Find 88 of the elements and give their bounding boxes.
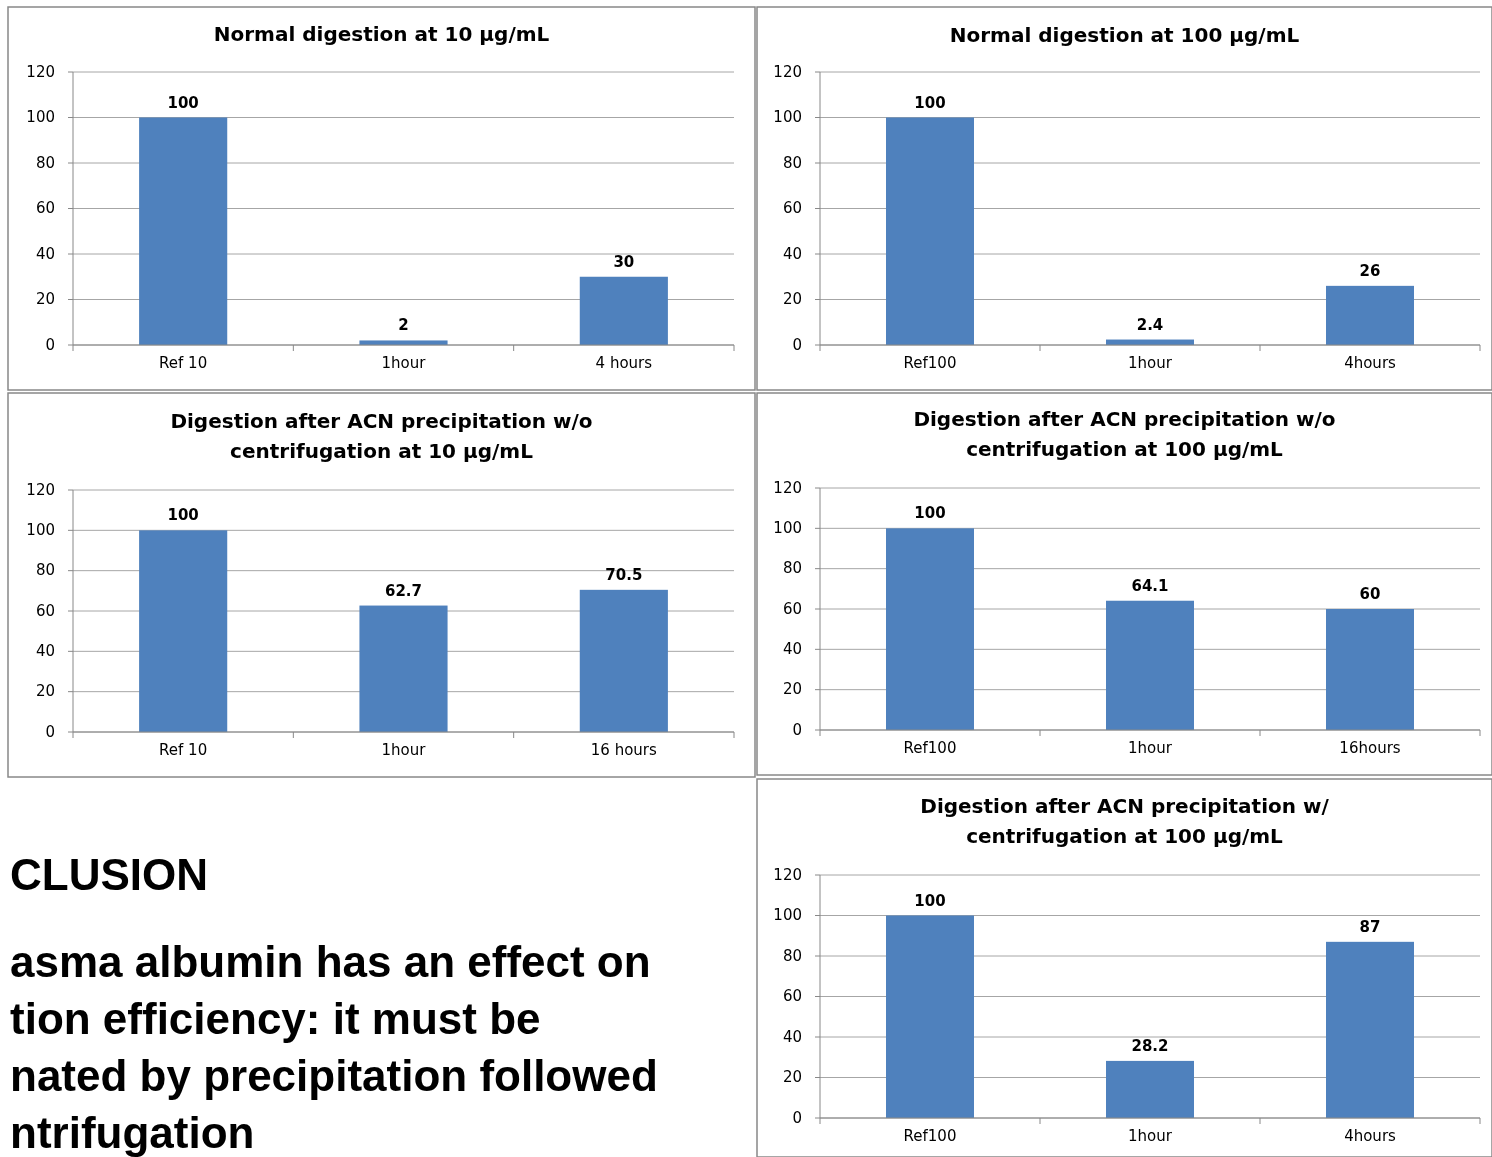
y-tick-label: 60 <box>782 199 802 217</box>
y-tick-label: 0 <box>792 335 802 354</box>
chart-title: Normal digestion at 100 µg/mL <box>949 22 1300 47</box>
x-tick-label: 16 hours <box>590 741 658 759</box>
x-tick-label: 4hours <box>1344 1127 1397 1145</box>
data-label: 100 <box>914 93 946 112</box>
text: tion efficiency: it must be <box>10 993 541 1043</box>
chart-title: Digestion after ACN precipitation w/ centrifugation at 100 µg/mL <box>920 793 1330 848</box>
data-label: 100 <box>914 891 946 910</box>
chart-title: Normal digestion at 10 µg/mL <box>213 21 550 46</box>
bar <box>1326 285 1414 345</box>
y-tick-label: 100 <box>773 518 802 537</box>
x-tick-label: 16hours <box>1339 739 1401 757</box>
y-tick-label: 60 <box>35 601 55 620</box>
bar <box>886 528 974 730</box>
data-label: 2.4 <box>1136 315 1164 334</box>
y-tick-label: 40 <box>35 641 55 660</box>
x-tick-label: Ref100 <box>903 739 957 757</box>
y-tick-label: 100 <box>26 108 55 126</box>
y-tick-label: 80 <box>782 559 802 578</box>
text: CLUSION <box>10 849 208 899</box>
y-tick-label: 120 <box>773 62 802 81</box>
text: nated by precipitation followed <box>10 1050 658 1100</box>
bar <box>579 276 668 345</box>
x-tick-label: 4hours <box>1344 354 1397 372</box>
y-tick-label: 20 <box>782 290 802 308</box>
x-tick-label: 1hour <box>1128 354 1173 372</box>
y-tick-label: 100 <box>773 108 802 126</box>
data-label: 30 <box>613 252 635 271</box>
data-label: 62.7 <box>384 581 423 600</box>
y-tick-label: 120 <box>26 62 55 81</box>
x-tick-label: 1hour <box>381 741 427 759</box>
y-tick-label: 20 <box>35 682 55 701</box>
y-tick-label: 80 <box>782 946 802 965</box>
data-label: 100 <box>914 504 946 523</box>
y-tick-label: 80 <box>35 153 55 172</box>
bar <box>359 605 448 732</box>
bar <box>1106 1060 1194 1119</box>
y-tick-label: 120 <box>26 480 55 499</box>
bar <box>139 117 228 345</box>
y-tick-label: 80 <box>782 153 802 172</box>
y-tick-label: 120 <box>773 865 802 884</box>
bar <box>886 117 974 345</box>
data-label: 100 <box>167 93 199 112</box>
y-tick-label: 0 <box>45 335 55 354</box>
y-tick-label: 0 <box>792 1108 802 1127</box>
data-label: 28.2 <box>1131 1036 1169 1055</box>
y-tick-label: 100 <box>26 520 55 539</box>
chart-title: Digestion after ACN precipitation w/o centrifugation at 100 µg/mL <box>913 406 1336 461</box>
data-label: 2 <box>398 316 409 335</box>
data-label: 64.1 <box>1131 576 1169 595</box>
y-tick-label: 60 <box>782 599 802 618</box>
y-tick-label: 80 <box>35 561 55 580</box>
data-label: 70.5 <box>605 565 643 584</box>
x-tick-label: 1hour <box>381 354 427 372</box>
y-tick-label: 40 <box>782 639 802 658</box>
bar <box>139 530 228 732</box>
bar <box>886 915 974 1118</box>
bar <box>1326 941 1414 1118</box>
chart-title: Digestion after ACN precipitation w/o centrifugation at 10 µg/mL <box>170 408 593 463</box>
y-tick-label: 40 <box>782 244 802 263</box>
data-label: 60 <box>1359 585 1381 603</box>
x-tick-label: 1hour <box>1128 1127 1173 1145</box>
y-tick-label: 100 <box>773 906 802 924</box>
x-tick-label: Ref100 <box>903 1127 957 1145</box>
y-tick-label: 40 <box>35 244 55 263</box>
data-label: 100 <box>167 506 199 525</box>
y-tick-label: 120 <box>773 478 802 497</box>
y-tick-label: 20 <box>782 680 802 699</box>
text: ntrifugation <box>10 1107 255 1157</box>
text: asma albumin has an effect on <box>10 936 651 986</box>
x-tick-label: 4 hours <box>595 354 653 372</box>
x-tick-label: Ref 10 <box>159 354 208 372</box>
bar <box>1106 600 1194 730</box>
y-tick-label: 60 <box>35 199 55 217</box>
y-tick-label: 0 <box>45 722 55 741</box>
data-label: 87 <box>1359 917 1381 936</box>
y-tick-label: 20 <box>35 290 55 308</box>
y-tick-label: 40 <box>782 1027 802 1046</box>
y-tick-label: 60 <box>782 987 802 1005</box>
y-tick-label: 0 <box>792 720 802 739</box>
bar <box>1326 609 1414 730</box>
y-tick-label: 20 <box>782 1068 802 1086</box>
data-label: 26 <box>1359 261 1381 280</box>
x-tick-label: 1hour <box>1128 739 1173 757</box>
bar <box>579 589 668 732</box>
x-tick-label: Ref 10 <box>159 741 208 759</box>
x-tick-label: Ref100 <box>903 354 957 372</box>
